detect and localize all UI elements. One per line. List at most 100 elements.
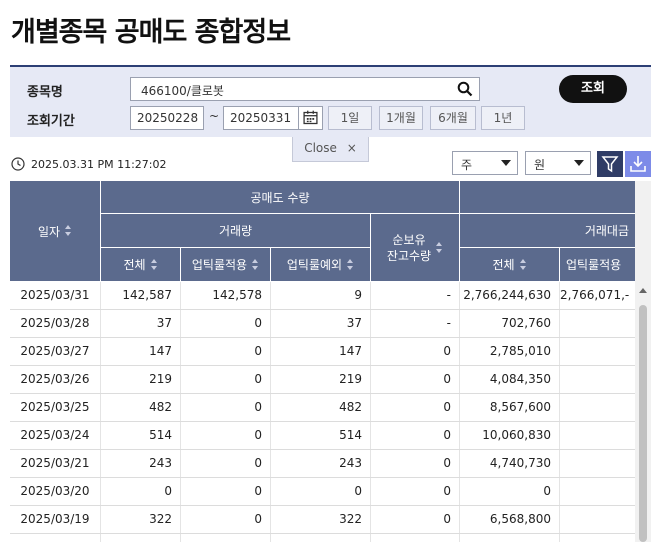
period-6month-button[interactable]: 6개월: [430, 106, 476, 130]
cell-amount-all: 4,084,350: [460, 366, 560, 393]
table-row[interactable]: [10, 534, 635, 542]
cell-short-all: 37: [101, 310, 181, 337]
col-header-date[interactable]: 일자: [10, 181, 101, 282]
cell-amount-uptick: [560, 478, 635, 505]
col-group-trade-volume: 거래량: [101, 214, 371, 248]
col-header-amount-all[interactable]: 전체: [460, 248, 560, 282]
cell-short-all: 243: [101, 450, 181, 477]
cell-amount-all: 6,568,800: [460, 506, 560, 533]
sort-icon: [65, 225, 72, 237]
table-row[interactable]: 2025/03/20 0 0 0 0 0: [10, 478, 635, 506]
unit-select[interactable]: 원: [525, 151, 591, 175]
unit-select-value: 원: [534, 158, 546, 172]
col-header-amount-all-label: 전체: [492, 258, 515, 272]
cell-date: 2025/03/21: [10, 450, 101, 477]
cell-net-balance: 0: [371, 422, 460, 449]
cell-amount-all: 8,567,600: [460, 394, 560, 421]
short-selling-table: 일자 공매도 수량 거래량 순보유 잔고수량 거래대금 전체 업틱룰적용 업틱룰…: [10, 181, 635, 542]
sort-icon: [150, 258, 158, 271]
cell-short-all: 482: [101, 394, 181, 421]
cell-date: 2025/03/28: [10, 310, 101, 337]
period-1day-button[interactable]: 1일: [328, 106, 372, 130]
cell-amount-all: 2,785,010: [460, 338, 560, 365]
period-1year-button[interactable]: 1년: [481, 106, 525, 130]
date-to-input[interactable]: 20250331: [223, 106, 299, 130]
table-row[interactable]: 2025/03/28 37 0 37-702,760: [10, 310, 635, 338]
download-button[interactable]: [625, 151, 651, 177]
cell-net-balance: [371, 534, 460, 542]
clock-icon: [11, 157, 25, 171]
scrollbar-thumb[interactable]: [639, 305, 647, 542]
period-1month-button[interactable]: 1개월: [379, 106, 423, 130]
cell-amount-uptick: [560, 366, 635, 393]
table-row[interactable]: 2025/03/19 322 0 322 0 6,568,800: [10, 506, 635, 534]
col-header-net-balance[interactable]: 순보유 잔고수량: [371, 214, 460, 282]
cell-amount-all: 10,060,830: [460, 422, 560, 449]
cell-net-balance: 0: [371, 394, 460, 421]
cell-date: 2025/03/19: [10, 506, 101, 533]
table-row[interactable]: 2025/03/27 147 0 147 0 2,785,010: [10, 338, 635, 366]
calendar-icon[interactable]: [299, 106, 323, 130]
cell-uptick-exempt: 322: [271, 506, 371, 533]
col-header-uptick-exempt-label: 업틱룰예외: [286, 258, 343, 272]
col-header-amount-uptick[interactable]: 업틱룰적용: [560, 248, 635, 282]
col-header-net-balance-label: 순보유 잔고수량: [386, 232, 432, 263]
cell-uptick-applied: 0: [181, 338, 271, 365]
table-row[interactable]: 2025/03/31 142,587 142,578 9-2,766,244,630 2…: [10, 282, 635, 310]
cell-amount-uptick: [560, 310, 635, 337]
cell-short-all: 147: [101, 338, 181, 365]
cell-date: 2025/03/31: [10, 282, 101, 309]
period-label: 조회기간: [27, 114, 75, 129]
cell-amount-uptick: [560, 506, 635, 533]
date-from-input[interactable]: 20250228: [130, 106, 204, 130]
vertical-scrollbar[interactable]: [635, 181, 651, 542]
cell-uptick-applied: 0: [181, 450, 271, 477]
cell-short-all: 219: [101, 366, 181, 393]
cell-uptick-applied: 0: [181, 506, 271, 533]
search-button[interactable]: 조회: [559, 75, 627, 103]
period-select-value: 주: [461, 158, 473, 172]
cell-date: 2025/03/27: [10, 338, 101, 365]
stock-search-value: 466100/클로봇: [141, 84, 224, 98]
cell-short-all: 142,587: [101, 282, 181, 309]
cell-uptick-exempt: 37: [271, 310, 371, 337]
sort-icon: [519, 258, 527, 271]
cell-uptick-exempt: 0: [271, 478, 371, 505]
timestamp: 2025.03.31 PM 11:27:02: [31, 158, 167, 171]
stock-search-input[interactable]: 466100/클로봇: [130, 77, 480, 101]
cell-amount-all: 0: [460, 478, 560, 505]
date-range-separator: ~: [209, 109, 220, 123]
cell-uptick-applied: 0: [181, 394, 271, 421]
col-header-all-label: 전체: [123, 258, 146, 272]
col-group-trade-amount: 거래대금: [460, 214, 635, 248]
period-select[interactable]: 주: [452, 151, 518, 175]
cell-date: 2025/03/20: [10, 478, 101, 505]
cell-uptick-applied: 0: [181, 366, 271, 393]
filter-icon: [601, 156, 619, 173]
chevron-down-icon: [501, 160, 511, 166]
table-row[interactable]: 2025/03/21 243 0 243 0 4,740,730: [10, 450, 635, 478]
cell-amount-uptick: [560, 422, 635, 449]
col-header-all[interactable]: 전체: [101, 248, 181, 282]
table-row[interactable]: 2025/03/26 219 0 219 0 4,084,350: [10, 366, 635, 394]
search-icon[interactable]: [457, 81, 473, 97]
cell-net-balance: 0: [371, 506, 460, 533]
cell-amount-all: 2,766,244,630: [460, 282, 560, 309]
table-row[interactable]: 2025/03/25 482 0 482 0 8,567,600: [10, 394, 635, 422]
cell-uptick-exempt: 147: [271, 338, 371, 365]
cell-short-all: 514: [101, 422, 181, 449]
cell-uptick-exempt: 219: [271, 366, 371, 393]
filter-button[interactable]: [597, 151, 623, 177]
scroll-up-icon[interactable]: [639, 288, 647, 293]
chevron-down-icon: [574, 160, 584, 166]
col-header-uptick-exempt[interactable]: 업틱룰예외: [271, 248, 371, 282]
cell-uptick-exempt: 482: [271, 394, 371, 421]
close-panel-button[interactable]: Close ×: [292, 137, 369, 162]
table-row[interactable]: 2025/03/24 514 0 514 0 10,060,830: [10, 422, 635, 450]
cell-uptick-exempt: 243: [271, 450, 371, 477]
sort-icon: [436, 241, 443, 254]
cell-amount-uptick: [560, 534, 635, 542]
cell-date: [10, 534, 101, 542]
col-header-uptick-applied[interactable]: 업틱룰적용: [181, 248, 271, 282]
cell-net-balance: -: [371, 282, 460, 309]
